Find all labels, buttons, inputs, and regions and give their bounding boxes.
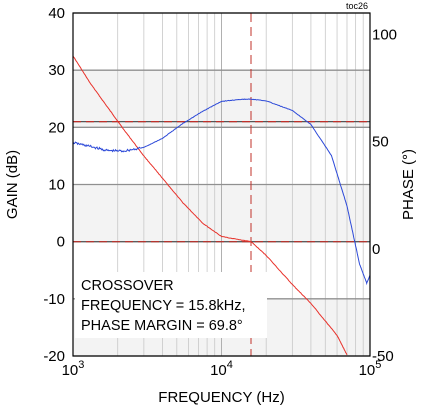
x-tick-base: 10 [359,362,376,379]
y-right-tick-label-0: 0 [372,241,380,258]
x-tick-base: 10 [62,362,79,379]
phase-series-line [72,98,371,286]
y-left-tick-label-0: 0 [57,234,65,251]
y-left-tick-label-20: 20 [48,119,65,136]
y-left-tick-label-10: 10 [48,177,65,194]
x-tick-label-1000: 103 [62,359,85,379]
annotation-line-2: PHASE MARGIN = 69.8° [81,318,243,334]
annotation-line-1: FREQUENCY = 15.8kHz, [81,298,246,314]
figure-tag: toc26 [346,1,368,11]
y-left-tick-label-30: 30 [48,62,65,79]
plot-frame [72,12,371,357]
x-tick-exponent: 4 [227,359,233,371]
x-tick-exponent: 5 [375,359,381,371]
x-tick-label-10000: 104 [210,359,233,379]
x-axis-title: FREQUENCY (Hz) [158,389,284,406]
annotation-line-0: CROSSOVER [81,278,174,294]
gain-series-line [72,55,348,356]
x-tick-exponent: 3 [78,359,84,371]
y-left-axis-title: GAIN (dB) [4,150,21,219]
x-tick-base: 10 [210,362,227,379]
y-right-tick-label-50: 50 [372,134,389,151]
y-left-tick-label--10: -10 [43,291,65,308]
annotation-box [75,272,267,338]
y-right-tick-label--50: -50 [372,348,394,365]
x-tick-label-100000: 105 [359,359,382,379]
y-right-axis-title: PHASE (°) [400,149,417,220]
y-right-tick-label-100: 100 [372,26,397,43]
y-left-tick-label--20: -20 [43,348,65,365]
y-left-tick-label-40: 40 [48,5,65,22]
